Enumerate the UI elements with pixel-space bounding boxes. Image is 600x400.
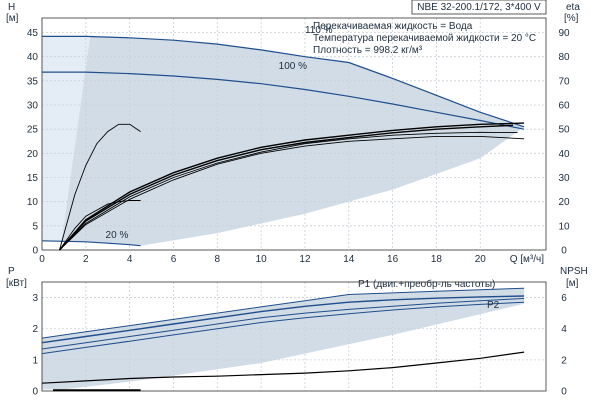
x-tick-label: 10 xyxy=(256,254,268,265)
y-tick-label-left: 45 xyxy=(27,28,39,39)
x-tick-label: 2 xyxy=(83,254,89,265)
y-tick-label-left: 25 xyxy=(27,125,39,136)
y-tick-label-left: 10 xyxy=(27,197,39,208)
y-tick-label-right: 10 xyxy=(558,221,570,232)
y-tick-label-right: 0 xyxy=(561,246,567,257)
y-tick-label-right: 40 xyxy=(558,149,570,160)
y-tick-label-left: 40 xyxy=(27,52,39,63)
operating-range-area xyxy=(42,36,525,246)
x-tick-label: 20 xyxy=(475,254,487,265)
plot-frame xyxy=(41,281,547,392)
chart-title: NBE 32-200.1/172, 3*400 V xyxy=(417,2,541,13)
y-tick-label-left: 2 xyxy=(32,324,38,335)
y-axis-label-left: P xyxy=(8,266,15,277)
y-axis-label-right: NPSH xyxy=(560,266,588,277)
y-tick-label-right: 20 xyxy=(558,197,570,208)
y-tick-label-left: 5 xyxy=(32,221,38,232)
series-line xyxy=(59,200,141,251)
power-npsh-chart: 0 1 2 3 0 2 4 6 P[кВт] NPSH[м] P1 (двиг.+преобр-ль… xyxy=(6,266,588,398)
low-flow-area xyxy=(42,36,91,241)
series-line xyxy=(41,301,525,355)
y-tick-label-left: 35 xyxy=(27,76,39,87)
y-tick-label-right: 4 xyxy=(561,324,567,335)
y-tick-label-right: 70 xyxy=(558,76,570,87)
y-tick-label-left: 30 xyxy=(27,101,39,112)
y-tick-label-left: 3 xyxy=(32,293,38,304)
y-axis-label-left: H xyxy=(8,2,15,13)
series-line xyxy=(41,240,141,247)
fluid-info-line: Температура перекачиваемой жидкости = 20… xyxy=(313,33,536,44)
y-tick-label-right: 80 xyxy=(558,52,570,63)
x-tick-label: 18 xyxy=(431,254,443,265)
series-line xyxy=(41,295,525,344)
y-tick-label-right: 30 xyxy=(558,173,570,184)
fluid-info-line: Плотность = 998.2 кг/м³ xyxy=(313,45,423,56)
x-tick-label: 12 xyxy=(299,254,311,265)
x-tick-label: 0 xyxy=(39,254,45,265)
y-tick-label-right: 6 xyxy=(561,293,567,304)
y-axis-unit-left: [м] xyxy=(6,13,19,24)
x-tick-label: 4 xyxy=(127,254,133,265)
series-line xyxy=(58,124,514,251)
series-line xyxy=(41,351,525,384)
fluid-info-line: Перекачиваемая жидкость = Вода xyxy=(313,21,473,32)
y-tick-label-right: 2 xyxy=(561,355,567,366)
series-line xyxy=(42,71,525,130)
x-tick-label: 16 xyxy=(387,254,399,265)
operating-range-area xyxy=(42,288,525,390)
series-label: P2 xyxy=(487,300,500,311)
series-line xyxy=(41,298,525,350)
x-tick-label: 14 xyxy=(343,254,355,265)
y-tick-label-right: 0 xyxy=(561,387,567,398)
series-label: 100 % xyxy=(279,61,307,72)
y-tick-label-left: 1 xyxy=(32,355,38,366)
x-tick-label: 8 xyxy=(215,254,221,265)
y-tick-label-left: 20 xyxy=(27,149,39,160)
series-line xyxy=(42,35,525,128)
series-label: P1 (двиг.+преобр-ль частоты) xyxy=(358,278,495,290)
y-axis-unit-right: [м] xyxy=(566,278,579,289)
series-label: 20 % xyxy=(106,230,129,241)
y-tick-label-right: 60 xyxy=(558,101,570,112)
y-tick-label-left: 0 xyxy=(32,387,38,398)
series-line xyxy=(58,122,525,251)
y-axis-unit-right: [%] xyxy=(564,13,579,24)
series-line xyxy=(41,287,525,339)
head-efficiency-chart: 0 2 4 6 8 10 12 14 16 18 20 0 5 10 15 20 25 30 35 40 45 0 10 20… xyxy=(6,0,580,265)
plot-frame xyxy=(41,17,547,251)
y-axis-label-right: eta xyxy=(566,2,580,13)
y-tick-label-right: 90 xyxy=(558,28,570,39)
y-tick-label-right: 50 xyxy=(558,125,570,136)
y-axis-unit-left: [кВт] xyxy=(6,278,27,289)
y-tick-label-left: 0 xyxy=(32,246,38,257)
series-line xyxy=(59,135,525,251)
series-label: 110 % xyxy=(305,25,333,36)
x-tick-label: 6 xyxy=(171,254,177,265)
y-tick-label-left: 15 xyxy=(27,173,39,184)
x-axis-label: Q [м³/ч] xyxy=(510,254,545,265)
series-line xyxy=(59,123,141,251)
title-box xyxy=(411,0,547,15)
